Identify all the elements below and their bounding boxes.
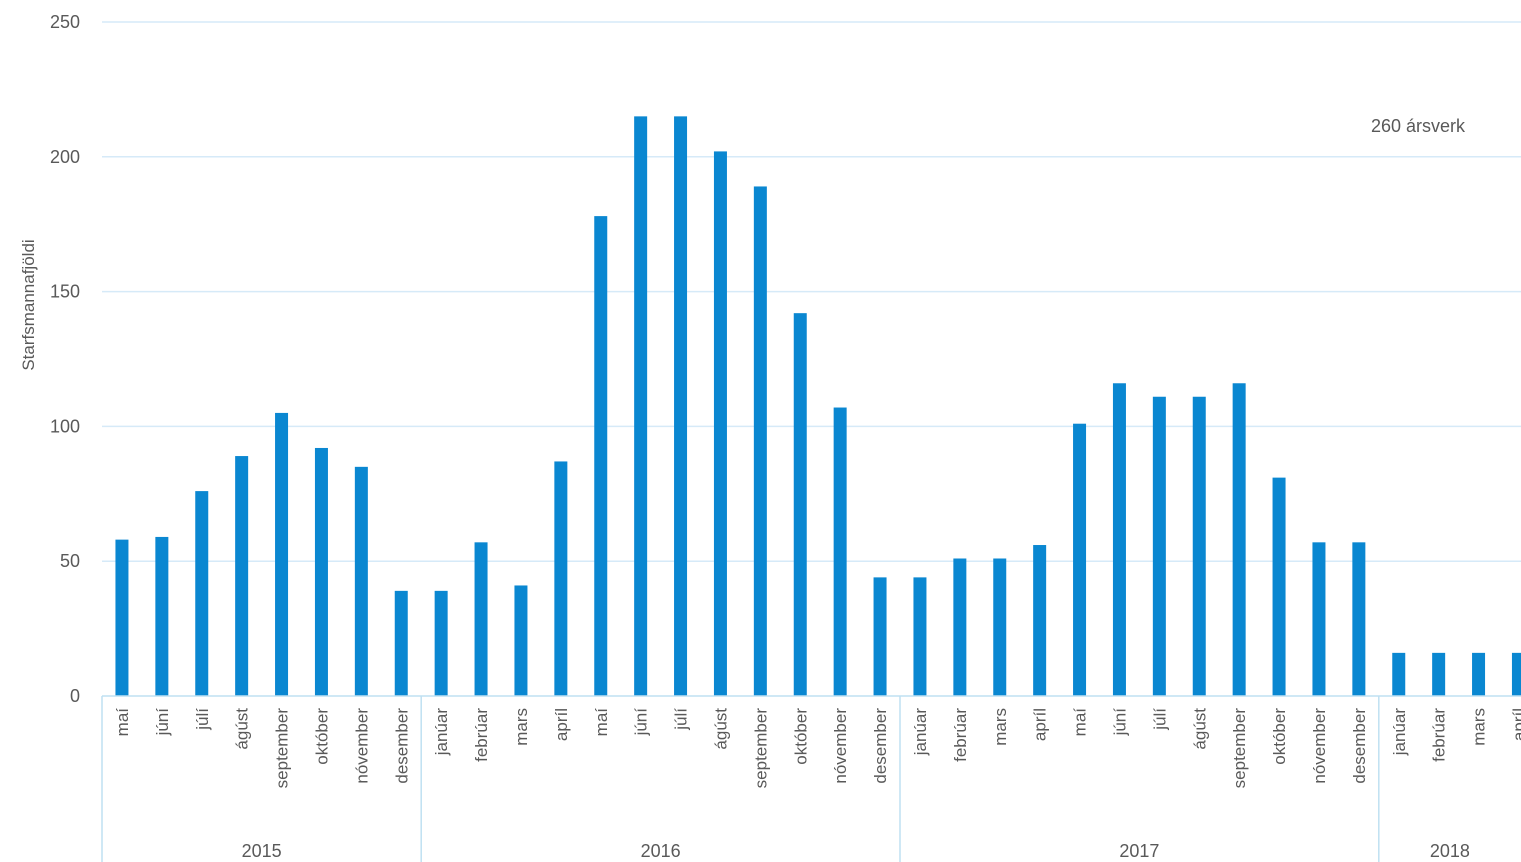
y-tick-label: 200 (50, 147, 80, 167)
x-tick-label: apríl (1509, 708, 1521, 741)
bar (1232, 383, 1246, 696)
gridlines (102, 21, 1521, 562)
bar (195, 491, 209, 696)
x-axis-categories: maí júní júlí ágúst september október nóvember… (113, 708, 1521, 789)
bar (674, 116, 688, 697)
bar (873, 577, 887, 696)
bar (993, 558, 1007, 696)
x-tick-label: júlí (193, 708, 212, 731)
y-tick-label: 150 (50, 282, 80, 302)
bar (275, 412, 289, 696)
bar (434, 590, 448, 696)
bar (793, 313, 807, 696)
bar (833, 407, 847, 696)
x-tick-label: desember (392, 708, 411, 784)
x-tick-label: ágúst (233, 708, 252, 750)
x-tick-label: maí (113, 708, 132, 737)
x-tick-label: ágúst (711, 708, 730, 750)
x-tick-label: nóvember (1310, 708, 1329, 784)
y-axis-label: Starfsmannafjöldi (19, 239, 38, 370)
annotation-label: 260 ársverk (1371, 116, 1466, 136)
bar (1272, 477, 1286, 696)
x-tick-label: apríl (1031, 708, 1050, 741)
bar (1152, 396, 1166, 696)
x-tick-label: janúar (432, 708, 451, 757)
x-tick-label: desember (1350, 708, 1369, 784)
bar (514, 585, 528, 696)
x-tick-label: júlí (672, 708, 691, 731)
y-tick-label: 50 (60, 551, 80, 571)
bar (1392, 652, 1406, 696)
bar (594, 216, 608, 696)
x-tick-label: október (791, 708, 810, 765)
x-tick-label: desember (871, 708, 890, 784)
y-tick-label: 0 (70, 686, 80, 706)
x-tick-label: mars (1470, 708, 1489, 746)
x-tick-label: september (751, 708, 770, 789)
bar (1352, 542, 1366, 696)
bar (354, 466, 368, 696)
x-tick-label: maí (1071, 708, 1090, 737)
x-tick-label: febrúar (951, 708, 970, 762)
x-tick-label: júlí (1150, 708, 1169, 731)
x-tick-label: apríl (552, 708, 571, 741)
x-tick-label: október (1270, 708, 1289, 765)
x-tick-label: maí (592, 708, 611, 737)
x-tick-label: febrúar (1430, 708, 1449, 762)
x-group-label: 2018 (1430, 841, 1470, 861)
x-tick-label: febrúar (472, 708, 491, 762)
bar (314, 447, 328, 696)
bar (1073, 423, 1087, 696)
bar (554, 461, 568, 696)
x-tick-label: nóvember (352, 708, 371, 784)
bar (1472, 652, 1486, 696)
x-group-label: 2016 (641, 841, 681, 861)
x-tick-label: nóvember (831, 708, 850, 784)
x-group-label: 2017 (1119, 841, 1159, 861)
y-tick-label: 250 (50, 12, 80, 32)
x-tick-label: janúar (1390, 708, 1409, 757)
x-tick-label: júní (1110, 708, 1129, 737)
bar (953, 558, 967, 696)
bar (474, 542, 488, 696)
x-tick-label: september (273, 708, 292, 789)
x-tick-label: mars (991, 708, 1010, 746)
bar (1312, 542, 1326, 696)
x-tick-label: mars (512, 708, 531, 746)
bar (634, 116, 648, 697)
bar (1511, 652, 1521, 696)
bar (1192, 396, 1206, 696)
bar (394, 590, 408, 696)
x-tick-label: október (312, 708, 331, 765)
y-axis-ticks: 0 50 100 150 200 250 (50, 12, 80, 706)
x-tick-label: júní (632, 708, 651, 737)
bar (1432, 652, 1446, 696)
bar (1033, 545, 1047, 696)
x-tick-label: janúar (911, 708, 930, 757)
bar (155, 536, 169, 696)
bar (713, 151, 727, 696)
bar (913, 577, 927, 696)
bars (115, 116, 1521, 697)
x-tick-label: september (1230, 708, 1249, 789)
x-tick-label: ágúst (1190, 708, 1209, 750)
x-axis-year-groups: 2015 2016 2017 2018 (101, 696, 1470, 862)
bar (753, 186, 767, 696)
bar (235, 456, 249, 696)
y-tick-label: 100 (50, 416, 80, 436)
x-group-label: 2015 (242, 841, 282, 861)
x-tick-label: júní (153, 708, 172, 737)
bar (1112, 383, 1126, 696)
bar (115, 539, 129, 696)
